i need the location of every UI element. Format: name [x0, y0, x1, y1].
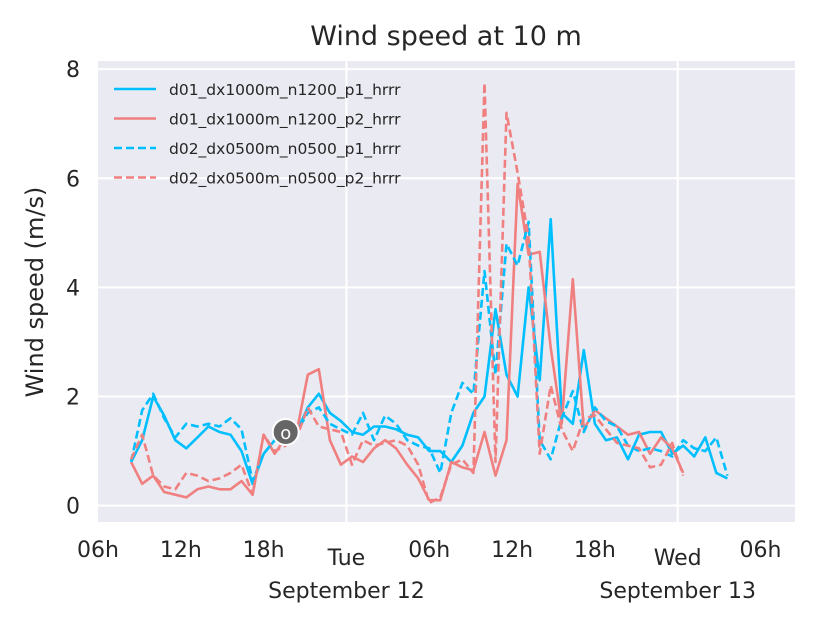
- x-tick-labels: 06h 12h 18h Tue September 12 06h 12h 18h Wed Sept…: [77, 538, 781, 604]
- marker-circle: [271, 417, 300, 446]
- x-tick-label: Wed: [654, 546, 702, 571]
- x-tick-label: 06h: [740, 538, 782, 563]
- series-line-1: [129, 217, 728, 486]
- y-tick-label: 4: [66, 276, 80, 301]
- x-tick-label: Tue: [327, 546, 366, 571]
- x-tick-label: 06h: [408, 538, 450, 563]
- x-tick-label: 18h: [574, 538, 616, 563]
- series-layer: [129, 81, 729, 505]
- legend: d01_dx1000m_n1200_p1_hrrr d01_dx1000m_n12…: [114, 81, 401, 189]
- marker-label: o: [280, 423, 291, 444]
- x-tick-sublabel: September 12: [268, 579, 425, 604]
- x-tick-label: 12h: [160, 538, 202, 563]
- marker-layer: o: [271, 417, 300, 446]
- legend-label-1: d01_dx1000m_n1200_p1_hrrr: [169, 81, 401, 100]
- legend-label-4: d02_dx0500m_n0500_p2_hrrr: [169, 170, 401, 189]
- x-tick-label: 12h: [491, 538, 533, 563]
- y-tick-label: 8: [66, 58, 80, 83]
- series-line-4: [129, 81, 685, 505]
- legend-label-3: d02_dx0500m_n0500_p1_hrrr: [169, 140, 401, 159]
- legend-label-2: d01_dx1000m_n1200_p2_hrrr: [169, 111, 401, 130]
- y-tick-labels: 0 2 4 6 8: [66, 58, 80, 519]
- y-tick-label: 0: [66, 495, 80, 520]
- x-tick-label: 18h: [243, 538, 285, 563]
- y-axis-label: Wind speed (m/s): [21, 187, 49, 398]
- grid-lines: [98, 61, 795, 522]
- chart-title: Wind speed at 10 m: [310, 21, 582, 52]
- y-tick-label: 6: [66, 167, 80, 192]
- x-tick-label: 06h: [77, 538, 119, 563]
- x-tick-sublabel: September 13: [599, 579, 756, 604]
- y-tick-label: 2: [66, 386, 80, 411]
